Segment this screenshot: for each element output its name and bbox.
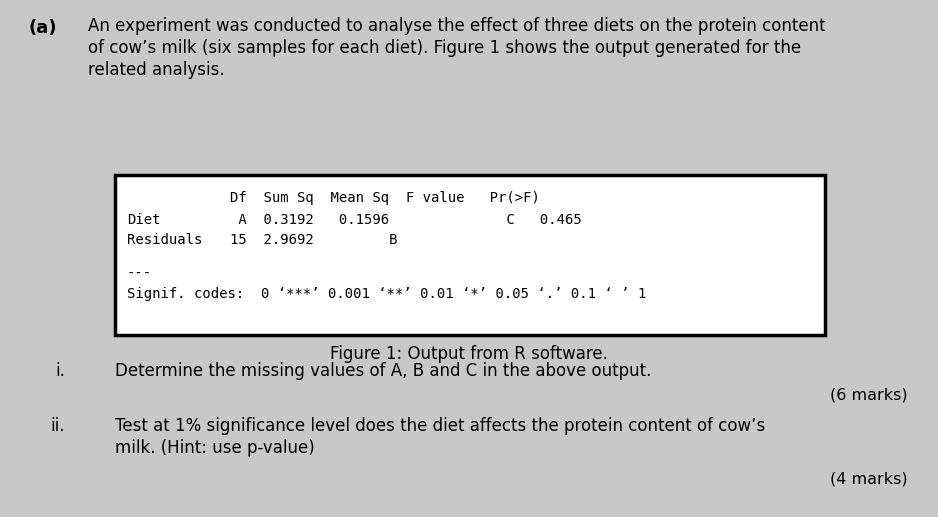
Text: Test at 1% significance level does the diet affects the protein content of cow’s: Test at 1% significance level does the d… [115,417,765,435]
Text: of cow’s milk (six samples for each diet). Figure 1 shows the output generated f: of cow’s milk (six samples for each diet… [88,39,801,57]
Text: A  0.3192   0.1596              C   0.465: A 0.3192 0.1596 C 0.465 [230,213,582,227]
FancyBboxPatch shape [115,175,825,335]
Text: related analysis.: related analysis. [88,61,224,79]
Text: 15  2.9692         B: 15 2.9692 B [230,233,398,247]
Text: Figure 1: Output from R software.: Figure 1: Output from R software. [330,345,608,363]
Text: An experiment was conducted to analyse the effect of three diets on the protein : An experiment was conducted to analyse t… [88,17,825,35]
Text: Df  Sum Sq  Mean Sq  F value   Pr(>F): Df Sum Sq Mean Sq F value Pr(>F) [230,191,540,205]
Text: milk. (Hint: use p-value): milk. (Hint: use p-value) [115,439,315,457]
Text: Residuals: Residuals [127,233,203,247]
Text: Diet: Diet [127,213,160,227]
Text: Determine the missing values of A, B and C in the above output.: Determine the missing values of A, B and… [115,362,651,380]
Text: Signif. codes:  0 ‘***’ 0.001 ‘**’ 0.01 ‘*’ 0.05 ‘.’ 0.1 ‘ ’ 1: Signif. codes: 0 ‘***’ 0.001 ‘**’ 0.01 ‘… [127,287,646,301]
Text: (a): (a) [28,19,56,37]
Text: (4 marks): (4 marks) [830,472,908,487]
Text: i.: i. [55,362,65,380]
Text: ii.: ii. [50,417,65,435]
Text: (6 marks): (6 marks) [830,387,908,402]
Text: ---: --- [127,267,152,281]
